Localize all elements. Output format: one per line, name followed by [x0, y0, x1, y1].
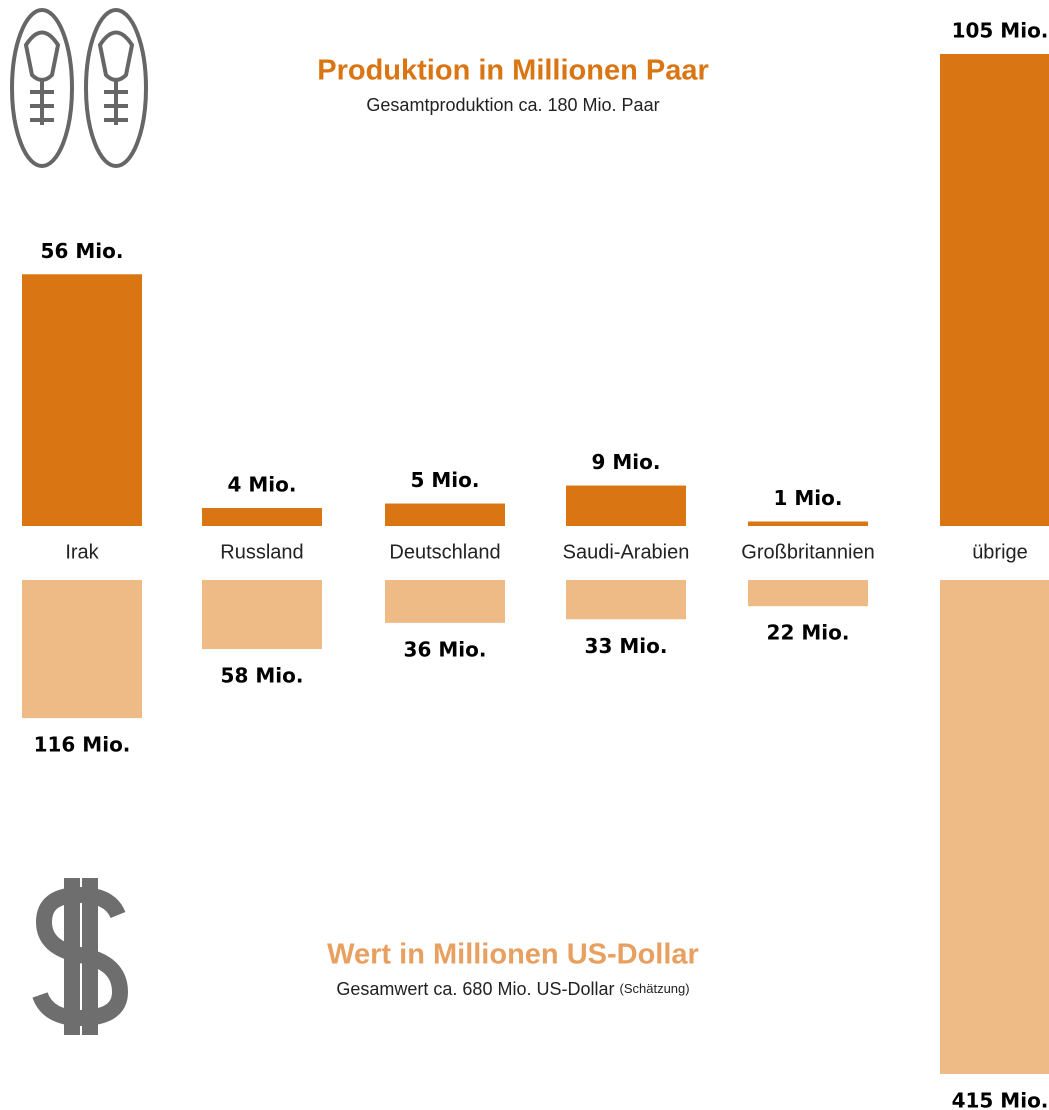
subtitle-production: Gesamtproduktion ca. 180 Mio. Paar [366, 95, 659, 115]
subtitle-value: Gesamwert ca. 680 Mio. US-Dollar (Schätz… [336, 979, 689, 999]
bar-value [566, 580, 686, 620]
value-label: 58 Mio. [221, 664, 304, 688]
value-label: 415 Mio. [952, 1089, 1049, 1110]
bar-value [940, 580, 1049, 1074]
category-label: Russland [220, 541, 303, 563]
value-label: 4 Mio. [228, 473, 297, 497]
bar-production [385, 503, 505, 526]
bar-production [940, 54, 1049, 526]
title-production: Produktion in Millionen Paar [317, 55, 709, 87]
value-label: 33 Mio. [585, 634, 668, 658]
value-label: 56 Mio. [41, 239, 124, 263]
bar-value [385, 580, 505, 623]
value-label: 22 Mio. [767, 621, 850, 645]
title-value: Wert in Millionen US-Dollar [327, 939, 699, 971]
category-label: Deutschland [389, 541, 500, 563]
bar-production [202, 508, 322, 526]
shoe-icon [10, 8, 148, 168]
bar-production [22, 274, 142, 526]
dollar-icon [32, 878, 129, 1035]
value-label: 9 Mio. [592, 450, 661, 474]
value-label: 36 Mio. [404, 637, 487, 661]
subtitle-value-main: Gesamwert ca. 680 Mio. US-Dollar [336, 979, 614, 999]
bar-value [202, 580, 322, 650]
category-label: Saudi-Arabien [563, 541, 690, 563]
value-label: 5 Mio. [411, 468, 480, 492]
bar-production [748, 521, 868, 526]
value-label: 116 Mio. [34, 733, 131, 757]
category-label: Irak [65, 541, 99, 563]
value-label: 105 Mio. [952, 19, 1049, 43]
bar-value [748, 580, 868, 607]
category-label: Großbritannien [741, 541, 874, 563]
category-label: übrige [972, 541, 1028, 563]
subtitle-value-note: (Schätzung) [620, 981, 690, 996]
bar-value [22, 580, 142, 719]
bar-production [566, 485, 686, 526]
value-label: 1 Mio. [774, 486, 843, 510]
